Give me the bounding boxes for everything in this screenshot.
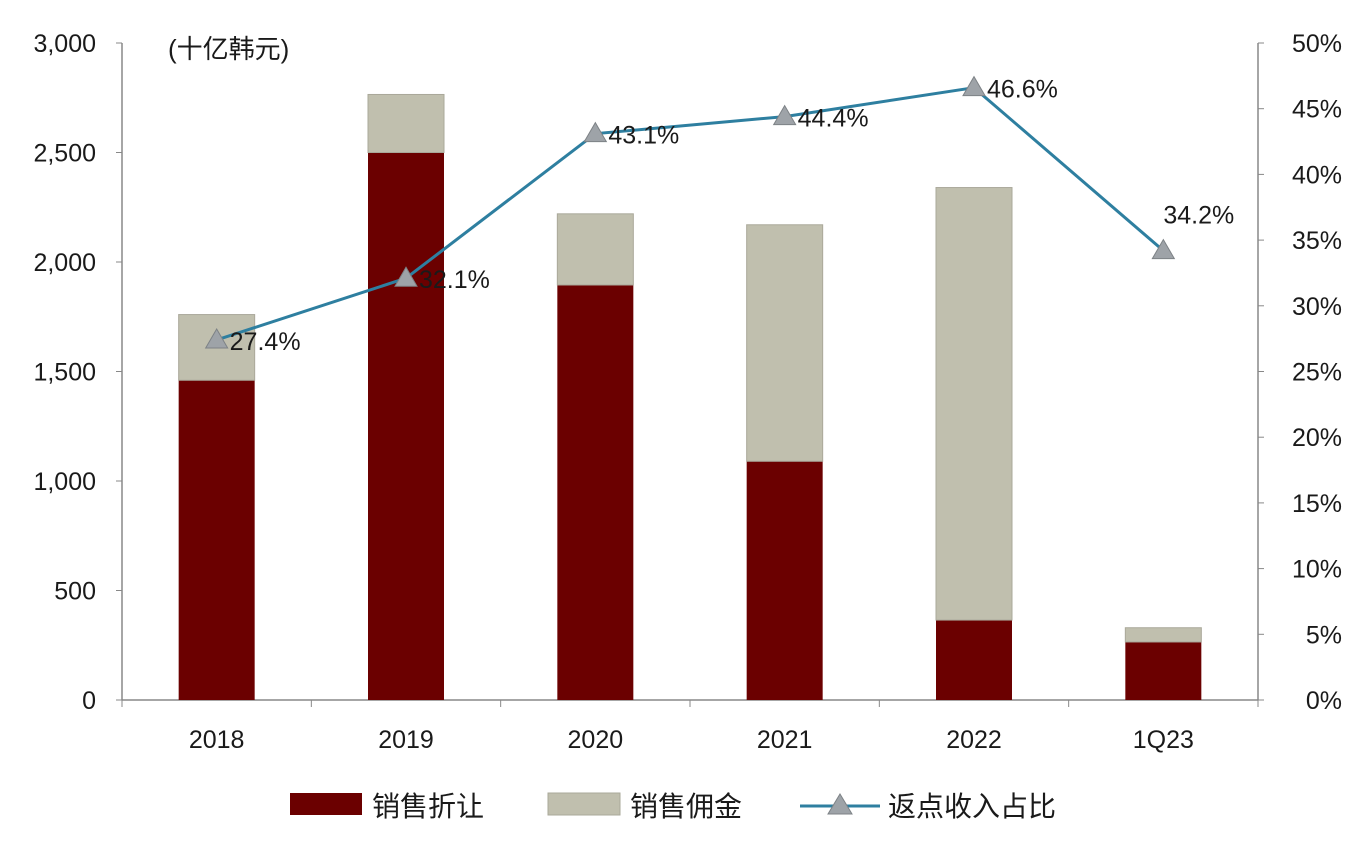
left-tick-label: 3,000 xyxy=(33,30,96,58)
left-tick-label: 2,000 xyxy=(33,249,96,277)
ratio-data-label: 46.6% xyxy=(987,76,1058,104)
bar-commission xyxy=(367,93,445,153)
x-tick-label: 2022 xyxy=(946,726,1002,754)
triangle-marker xyxy=(204,327,229,349)
right-tick-label: 5% xyxy=(1306,621,1342,649)
bar-discount xyxy=(368,152,444,700)
x-tick-label: 2018 xyxy=(189,726,245,754)
ratio-data-label: 27.4% xyxy=(230,328,301,356)
x-tick-label: 2020 xyxy=(568,726,624,754)
legend-swatch-commission xyxy=(547,792,621,816)
right-tick-label: 50% xyxy=(1292,30,1342,58)
bar-discount xyxy=(178,380,255,700)
right-tick-label: 35% xyxy=(1292,227,1342,255)
bar-discount xyxy=(1125,641,1202,700)
triangle-marker xyxy=(1151,238,1176,260)
right-tick-label: 30% xyxy=(1292,293,1342,321)
x-tick-label: 2021 xyxy=(757,726,813,754)
bar-discount xyxy=(557,284,634,700)
triangle-marker xyxy=(962,75,986,97)
ratio-data-label: 32.1% xyxy=(419,266,490,294)
triangle-marker xyxy=(772,104,797,126)
legend-swatch-discount xyxy=(290,793,362,815)
right-tick-label: 0% xyxy=(1306,687,1342,715)
left-tick-label: 2,500 xyxy=(33,140,96,168)
right-tick-label: 20% xyxy=(1292,424,1342,452)
ratio-data-label: 43.1% xyxy=(608,122,679,150)
left-tick-label: 0 xyxy=(82,687,96,715)
bar-commission xyxy=(935,187,1013,621)
legend-label: 返点收入占比 xyxy=(888,791,1056,822)
right-tick-label: 25% xyxy=(1292,359,1342,387)
bar-discount xyxy=(746,461,823,700)
bar-discount xyxy=(936,620,1012,700)
left-tick-label: 500 xyxy=(54,578,96,606)
bar-commission xyxy=(746,224,824,462)
right-tick-label: 40% xyxy=(1292,161,1342,189)
legend-triangle-icon xyxy=(827,793,853,815)
x-tick-label: 2019 xyxy=(378,726,434,754)
ratio-data-label: 34.2% xyxy=(1163,202,1234,230)
triangle-marker xyxy=(394,266,418,287)
right-tick-label: 10% xyxy=(1292,556,1342,584)
ratio-data-label: 44.4% xyxy=(798,105,869,133)
bar-commission xyxy=(1124,627,1202,643)
right-tick-label: 45% xyxy=(1292,96,1342,124)
triangle-marker xyxy=(583,121,608,143)
x-tick-label: 1Q23 xyxy=(1133,726,1194,754)
left-tick-label: 1,500 xyxy=(33,359,96,387)
left-tick-label: 1,000 xyxy=(33,468,96,496)
ratio-line xyxy=(216,86,1165,342)
right-tick-label: 15% xyxy=(1292,490,1342,518)
legend-label: 销售佣金 xyxy=(630,791,742,822)
bar-commission xyxy=(556,213,634,286)
legend-label: 销售折让 xyxy=(372,791,484,822)
unit-label: (十亿韩元) xyxy=(168,34,289,64)
